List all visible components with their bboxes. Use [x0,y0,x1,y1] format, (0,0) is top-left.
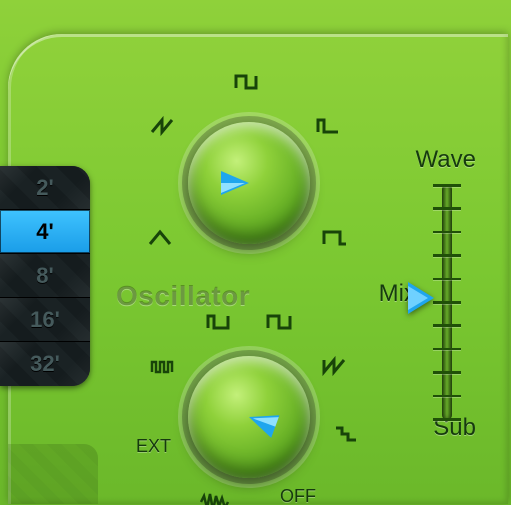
mix-scale-tick [433,371,461,374]
wave-knob[interactable] [188,122,310,244]
sub-knob[interactable] [188,356,310,478]
mix-scale-tick [433,207,461,210]
sub-tick-saw-down-icon [322,356,348,376]
mix-scale-tick [433,324,461,327]
wave-knob-area [144,78,354,288]
footage-option[interactable]: 2' [0,166,90,210]
mix-scale-tick [433,184,461,187]
sub-off-label: OFF [280,486,316,505]
mix-slider[interactable] [430,184,464,420]
footage-option[interactable]: 16' [0,298,90,342]
mix-scale-tick [433,254,461,257]
sub-tick-pulse-narrow-icon [206,312,232,332]
sub-ext-label: EXT [136,436,171,457]
mix-scale-tick [433,231,461,234]
footage-option[interactable]: 32' [0,342,90,386]
mix-scale-tick [433,395,461,398]
sub-tick-pulse-train-icon [150,356,176,376]
footage-option[interactable]: 8' [0,254,90,298]
sub-knob-pointer-icon [243,420,294,471]
wave-tick-triangle-icon [148,228,174,248]
wave-tick-saw-icon [150,116,176,136]
sub-tick-square-icon [266,312,292,332]
mix-scale-tick [433,348,461,351]
mix-scale-tick [433,301,461,304]
wave-knob-pointer-icon [201,143,241,183]
mix-scale-tick [433,418,461,421]
sub-tick-noise-icon [200,492,230,505]
wave-tick-pulse-narrow-icon [316,116,342,136]
footage-option[interactable]: 4' [0,210,90,254]
panel-texture [8,444,98,504]
sub-knob-area [144,312,354,505]
wave-tick-square-icon [234,72,260,92]
sub-tick-step-down-icon [334,424,360,444]
mix-scale-tick [433,278,461,281]
wave-tick-pulse-wide-icon [322,228,348,248]
wave-label: Wave [416,146,476,174]
footage-switch: 2'4'8'16'32' [0,166,90,386]
mix-thumb-icon [408,282,434,314]
